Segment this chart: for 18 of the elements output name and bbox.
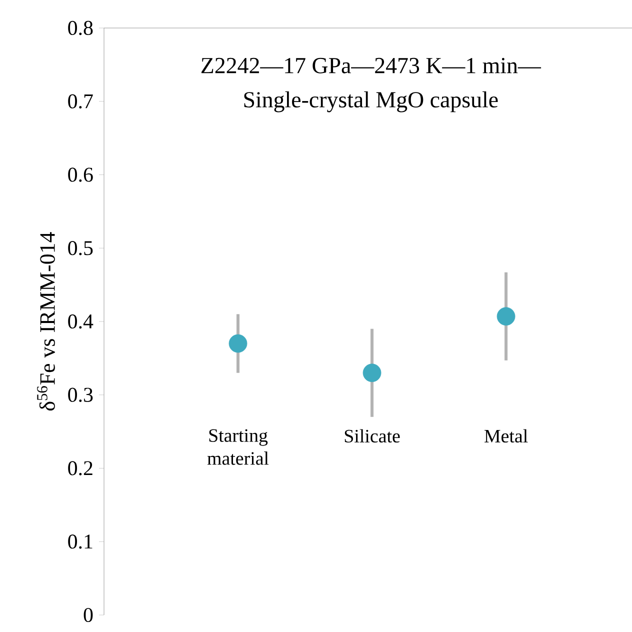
y-tick-label: 0 [84,608,93,622]
x-tick-label: Starting material [207,429,269,465]
y-tick-label: 0.5 [68,241,93,256]
x-tick-label: Metal [484,429,528,443]
y-tick-label: 0.1 [68,534,92,549]
text: Single-crystal MgO capsule [244,91,498,112]
y-tick-label: 0.4 [68,314,94,329]
point [496,307,516,326]
y-axis-title: δ$^{56}$Fe vs IRMM-014 [37,232,55,410]
y-tick-label: 0.3 [68,388,93,402]
y-tick-label: 0.8 [68,20,93,36]
text: Z2242—17 GPa—2473 K—1 min— [201,58,542,74]
y-tick-label: 0.2 [68,461,92,476]
point [362,364,382,382]
point [228,334,248,353]
y-tick-label: 0.7 [68,94,93,108]
x-tick-label: Silicate [344,429,400,443]
y-tick-label: 0.6 [68,168,93,182]
